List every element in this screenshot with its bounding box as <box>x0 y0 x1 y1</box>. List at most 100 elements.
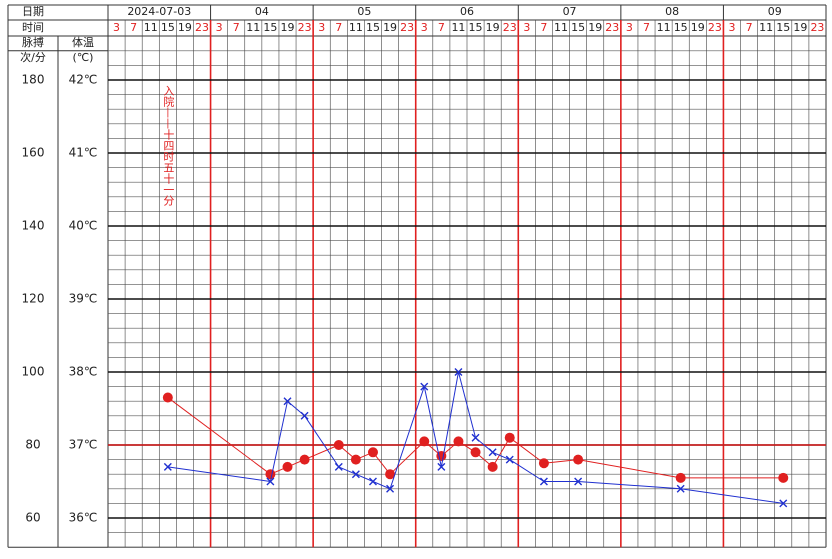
time-label: 19 <box>793 21 807 34</box>
pulse-tick-label: 140 <box>22 219 45 233</box>
series-segment <box>578 481 681 490</box>
temperature-point <box>163 462 172 471</box>
pulse-tick-label: 100 <box>22 365 45 379</box>
time-label: 23 <box>503 21 517 34</box>
pulse-unit: 次/分 <box>20 50 46 64</box>
temperature-tick-label: 38℃ <box>69 365 98 379</box>
time-label: 19 <box>178 21 192 34</box>
pulse-point <box>453 436 464 447</box>
time-label: 19 <box>383 21 397 34</box>
time-label: 15 <box>571 21 585 34</box>
temperature-tick-label: 39℃ <box>69 292 98 306</box>
pulse-tick-label: 180 <box>22 73 45 87</box>
time-label: 19 <box>281 21 295 34</box>
time-label: 11 <box>554 21 568 34</box>
temperature-tick-label: 36℃ <box>69 511 98 525</box>
pulse-point <box>470 447 481 458</box>
series-segment <box>167 466 271 482</box>
time-label: 3 <box>728 21 735 34</box>
pulse-point <box>675 472 686 483</box>
series-segment <box>355 473 374 482</box>
temperature-point <box>266 477 275 486</box>
series-segment <box>492 451 510 461</box>
time-label: 3 <box>216 21 223 34</box>
temperature-point <box>471 433 480 442</box>
pulse-point <box>538 458 549 469</box>
series-segment <box>167 397 271 475</box>
time-label: 15 <box>674 21 688 34</box>
pulse-point <box>487 461 498 472</box>
temperature-tick-label: 40℃ <box>69 219 98 233</box>
date-label: 05 <box>357 5 371 18</box>
time-label: 7 <box>746 21 753 34</box>
time-label: 19 <box>588 21 602 34</box>
time-header: 时间 <box>22 21 44 34</box>
series-segment <box>389 386 425 489</box>
time-label: 11 <box>657 21 671 34</box>
temperature-header: 体温 <box>72 35 94 49</box>
series-segment <box>423 386 442 468</box>
series-segment <box>492 437 511 468</box>
time-label: 11 <box>349 21 363 34</box>
date-label: 09 <box>768 5 782 18</box>
time-label: 11 <box>451 21 465 34</box>
time-label: 7 <box>335 21 342 34</box>
series-segment <box>304 415 340 468</box>
pulse-tick-label: 160 <box>22 146 45 160</box>
pulse-point <box>573 454 584 465</box>
temperature-point <box>300 411 309 420</box>
time-label: 7 <box>540 21 547 34</box>
pulse-point <box>419 436 430 447</box>
series-segment <box>680 488 784 504</box>
temperature-point <box>454 368 463 376</box>
time-label: 7 <box>233 21 240 34</box>
temperature-tick-label: 37℃ <box>69 438 98 452</box>
temperature-point <box>574 477 583 486</box>
series-segment <box>543 459 579 464</box>
series-segment <box>304 444 339 461</box>
pulse-point <box>504 432 515 443</box>
series-segment <box>389 440 425 475</box>
temperature-point <box>779 499 788 508</box>
series-segment <box>440 371 459 467</box>
temperature-point <box>505 455 514 464</box>
time-label: 23 <box>605 21 619 34</box>
time-label: 23 <box>400 21 414 34</box>
pulse-point <box>265 469 276 480</box>
temperature-point <box>283 397 292 406</box>
temperature-point <box>351 470 360 479</box>
temperature-point <box>420 382 429 391</box>
pulse-tick-label: 60 <box>25 511 40 525</box>
temperature-point <box>386 484 395 493</box>
temperature-tick-label: 42℃ <box>69 73 98 87</box>
series-segment <box>509 459 545 482</box>
time-label: 15 <box>469 21 483 34</box>
time-label: 3 <box>421 21 428 34</box>
time-label: 3 <box>626 21 633 34</box>
series-segment <box>269 401 288 482</box>
pulse-point <box>367 447 378 458</box>
time-label: 15 <box>161 21 175 34</box>
series-segment <box>509 437 545 464</box>
time-label: 7 <box>130 21 137 34</box>
pulse-header: 脉搏 <box>22 35 44 49</box>
admission-note: 入院——十四时五十一分 <box>162 85 175 206</box>
time-label: 23 <box>810 21 824 34</box>
date-label: 08 <box>665 5 679 18</box>
temperature-point <box>539 477 548 486</box>
temperature-point <box>676 484 685 493</box>
date-label: 07 <box>563 5 577 18</box>
time-label: 3 <box>318 21 325 34</box>
time-label: 15 <box>366 21 380 34</box>
time-label: 7 <box>643 21 650 34</box>
pulse-point <box>385 469 396 480</box>
time-label: 11 <box>246 21 260 34</box>
pulse-point <box>350 454 361 465</box>
time-label: 3 <box>523 21 530 34</box>
series-segment <box>578 459 681 479</box>
time-label: 19 <box>691 21 705 34</box>
date-label: 2024-07-03 <box>127 5 191 18</box>
pulse-point <box>778 472 789 483</box>
time-label: 23 <box>195 21 209 34</box>
